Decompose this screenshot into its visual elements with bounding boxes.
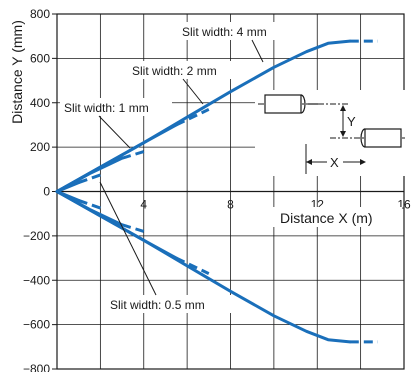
y-tick-label: 600 <box>30 51 50 65</box>
annotation-bg <box>178 22 290 40</box>
annotation-0-5mm: Slit width: 0.5 mm <box>110 298 205 312</box>
y-tick-label: −200 <box>23 229 50 243</box>
x-tick-label: 8 <box>227 198 234 212</box>
x-arrow-right-icon <box>360 159 366 165</box>
x-axis-title: Distance X (m) <box>280 210 373 226</box>
y-tick-label: 400 <box>30 96 50 110</box>
emitter-sensor <box>264 94 302 114</box>
y-tick-label: −600 <box>23 318 50 332</box>
inset-y-label: Y <box>347 114 356 129</box>
inset-x-label: X <box>330 155 339 170</box>
leader-1mm <box>98 115 131 149</box>
leader-4mm <box>251 39 264 63</box>
y-arrow-up-icon <box>340 105 346 111</box>
y-axis-title: Distance Y (mm) <box>9 20 25 124</box>
emitter-lens <box>300 94 306 114</box>
y-tick-label: −400 <box>23 273 50 287</box>
curve-1mm-lower-dashed <box>121 223 145 233</box>
x-tick-label: 4 <box>140 198 147 212</box>
x-arrow-left-icon <box>306 159 312 165</box>
y-tick-label: −800 <box>23 362 50 372</box>
receiver-sensor <box>364 128 402 148</box>
annotation-bg <box>128 61 240 79</box>
inset-diagram: X Y X <box>255 90 405 176</box>
annotation-1mm: Slit width: 1 mm <box>64 101 149 115</box>
y-tick-label: 800 <box>30 7 50 21</box>
y-tick-label: 200 <box>30 140 50 154</box>
data-curves <box>55 39 378 344</box>
annotation-2mm: Slit width: 2 mm <box>132 64 217 78</box>
curve-2mm-upper-dashed <box>175 108 210 127</box>
leader-0-5mm <box>99 181 157 296</box>
annotations: Slit width: 4 mm Slit width: 2 mm Slit w… <box>60 22 290 313</box>
receiver-lens <box>360 128 366 148</box>
curve-0-5mm-upper-dashed <box>78 173 101 185</box>
x-label-bg <box>270 207 402 227</box>
curve-0-5mm-lower-solid <box>55 190 81 202</box>
curve-1mm-upper-dashed <box>121 150 145 160</box>
annotation-bg <box>106 295 232 313</box>
y-tick-label: 0 <box>43 185 50 199</box>
annotation-4mm: Slit width: 4 mm <box>182 25 267 39</box>
curve-2mm-lower-dashed <box>175 256 210 275</box>
curve-0-5mm-upper-solid <box>55 181 81 193</box>
curve-0-5mm-lower-dashed <box>78 198 101 210</box>
annotation-bg <box>60 98 172 116</box>
leader-2mm <box>182 78 204 105</box>
y-arrow-down-icon <box>340 131 346 137</box>
